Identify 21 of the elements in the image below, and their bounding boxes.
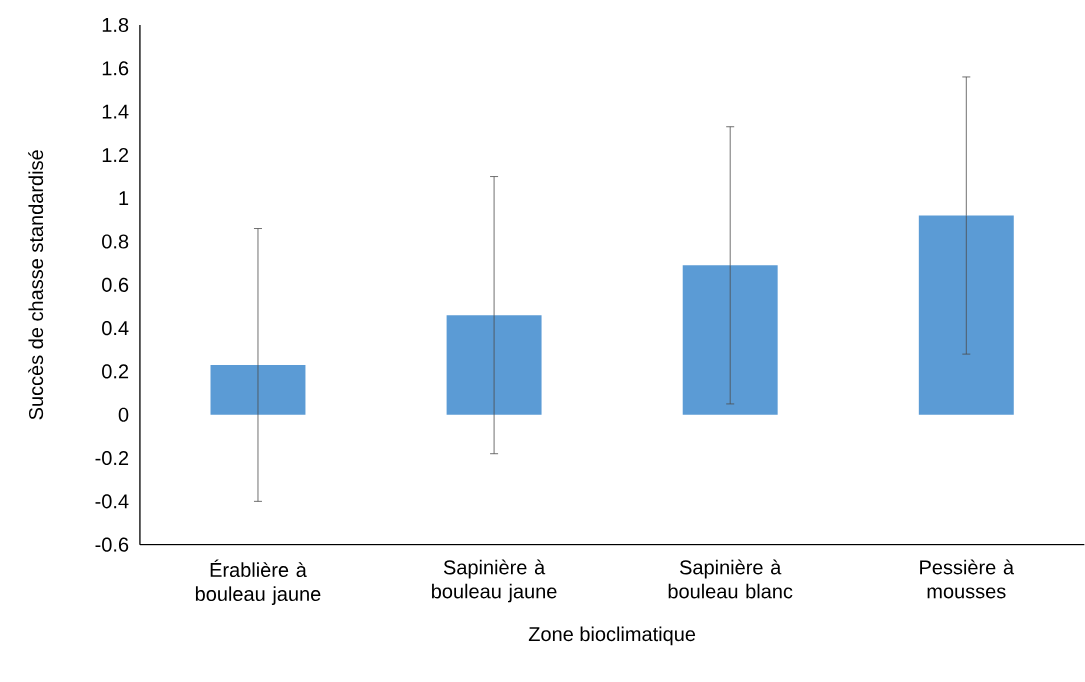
y-tick-label: 1 <box>119 191 129 206</box>
bar <box>210 365 306 415</box>
x-tick-label: Érablière à bouleau jaune <box>195 559 321 606</box>
y-tick-label: 0.8 <box>102 234 129 249</box>
y-tick-label: -0.6 <box>95 537 129 552</box>
y-tick-label: -0.4 <box>95 494 129 509</box>
x-axis-title: Zone bioclimatique <box>528 626 696 646</box>
y-tick-label: 1.8 <box>102 18 129 33</box>
y-tick-label: 1.2 <box>102 148 129 163</box>
y-tick-label: 0.4 <box>102 321 129 336</box>
y-tick-label: 0.2 <box>102 364 129 379</box>
x-tick-label: Pessière à mousses <box>920 559 1015 599</box>
y-tick-label: 1.4 <box>102 104 129 119</box>
bar <box>446 315 542 415</box>
y-axis-title: Succès de chasse standardisé <box>28 150 44 420</box>
x-tick-label: Sapinière à bouleau blanc <box>668 559 793 599</box>
y-tick-label: -0.2 <box>95 451 129 466</box>
y-tick-label: 0 <box>118 407 129 423</box>
y-tick-label: 0.6 <box>102 277 129 293</box>
y-tick-label: 1.6 <box>102 61 129 76</box>
x-tick-label: Sapinière à bouleau jaune <box>432 559 557 603</box>
